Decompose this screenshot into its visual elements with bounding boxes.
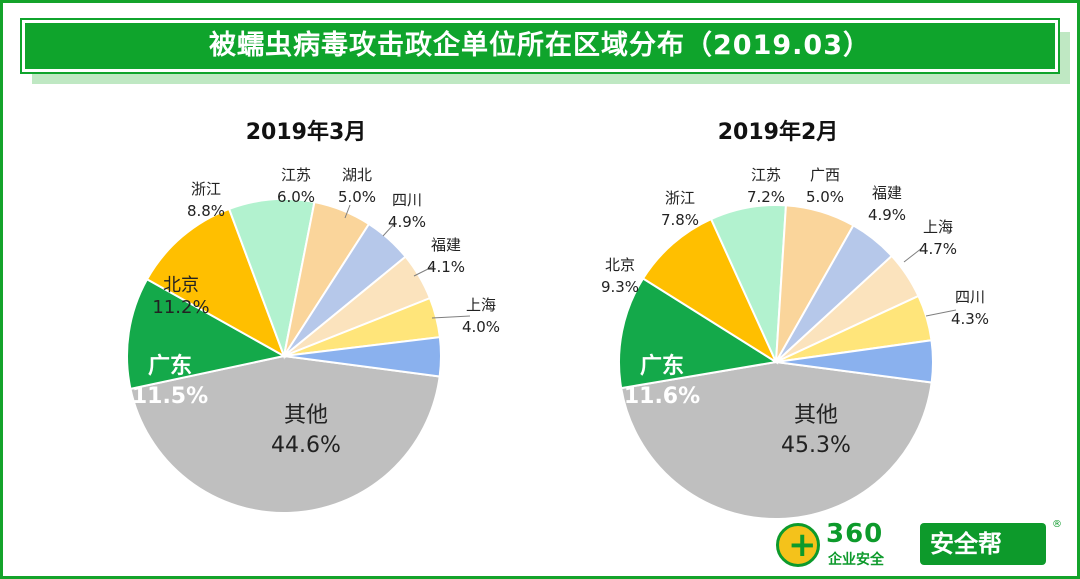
slice-label: 福建 <box>431 236 461 254</box>
slice-value-label: 7.2% <box>747 188 785 206</box>
pie-slice-广东 <box>618 277 779 390</box>
plus-icon: + <box>788 525 817 565</box>
slice-label: 上海 <box>923 218 953 236</box>
slice-value-label: 11.6% <box>624 384 700 409</box>
leader-line <box>903 247 923 263</box>
pie-slice-北京 <box>641 217 779 365</box>
slice-value-label: 11.5% <box>132 384 208 409</box>
slice-label: 北京 <box>163 275 199 296</box>
slice-label: 上海 <box>466 296 496 314</box>
slice-label: 浙江 <box>191 180 221 198</box>
brand-logo: + 360 企业安全 安全帮 ® <box>770 519 1070 571</box>
leader-line <box>382 223 395 237</box>
pie-slice-其他 <box>129 354 441 514</box>
slice-value-label: 6.0% <box>277 188 315 206</box>
slice-value-label: 4.7% <box>919 240 957 258</box>
slice-value-label: 4.9% <box>868 206 906 224</box>
slice-value-label: 11.2% <box>152 297 209 318</box>
slice-label: 广西 <box>810 166 840 184</box>
logo-brand: 安全帮 <box>920 523 1046 565</box>
slice-value-label: 5.0% <box>338 188 376 206</box>
slice-label: 广东 <box>148 353 192 379</box>
logo-subtitle: 企业安全 <box>828 552 884 568</box>
slice-value-label: 4.0% <box>462 318 500 336</box>
slice-label: 四川 <box>955 288 985 306</box>
slice-value-label: 4.3% <box>951 310 989 328</box>
slice-value-label: 5.0% <box>806 188 844 206</box>
slice-value-label: 7.8% <box>661 211 699 229</box>
slice-label: 北京 <box>605 256 635 274</box>
slice-label: 江苏 <box>751 166 781 184</box>
slice-label: 四川 <box>392 191 422 209</box>
leader-line <box>344 204 351 219</box>
leader-line <box>413 265 435 277</box>
pie-slice-四川 <box>775 339 934 384</box>
slice-label: 其他 <box>794 403 838 428</box>
slice-value-label: 8.8% <box>187 202 225 220</box>
leader-line <box>925 309 957 317</box>
logo-badge: + <box>776 523 820 567</box>
slice-value-label: 44.6% <box>271 433 341 458</box>
slice-value-label: 45.3% <box>781 433 851 458</box>
slice-label: 湖北 <box>342 166 372 184</box>
slice-value-label: 9.3% <box>601 278 639 296</box>
chart-title: 2019年3月 <box>246 119 367 145</box>
page-title: 被蠕虫病毒攻击政企单位所在区域分布（2019.03） <box>209 30 871 61</box>
logo-number: 360 <box>826 519 884 549</box>
slice-label: 江苏 <box>281 166 311 184</box>
chart-title: 2019年2月 <box>718 119 839 145</box>
pie-slice-浙江 <box>227 198 316 360</box>
pie-slice-其他 <box>620 360 933 520</box>
slice-value-label: 4.1% <box>427 258 465 276</box>
slice-label: 浙江 <box>665 189 695 207</box>
slice-label: 广东 <box>640 353 684 379</box>
leader-line <box>431 315 471 319</box>
pie-slice-北京 <box>145 207 286 359</box>
pie-slice-上海 <box>283 336 442 378</box>
pie-slice-广东 <box>126 277 287 391</box>
slice-value-label: 4.9% <box>388 213 426 231</box>
title-banner: 被蠕虫病毒攻击政企单位所在区域分布（2019.03） <box>20 18 1060 74</box>
registered-mark: ® <box>1052 519 1062 530</box>
slice-label: 其他 <box>284 403 328 428</box>
slice-label: 福建 <box>872 184 902 202</box>
